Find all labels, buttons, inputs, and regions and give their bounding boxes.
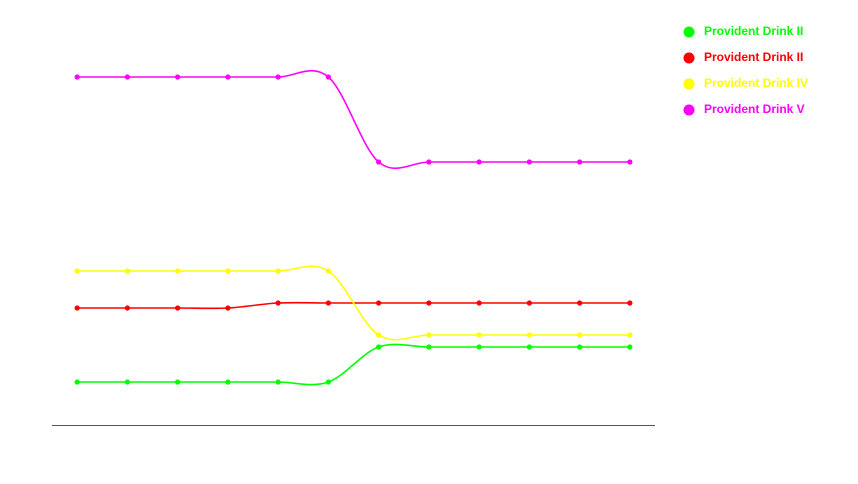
data-point	[426, 332, 432, 338]
data-point	[577, 159, 583, 165]
legend-label: Provident Drink IV	[704, 76, 808, 90]
data-point	[526, 344, 532, 350]
data-point	[476, 159, 482, 165]
data-point	[74, 379, 80, 385]
data-point	[124, 305, 130, 311]
data-point	[225, 74, 231, 80]
data-point	[577, 344, 583, 350]
data-point	[627, 344, 633, 350]
data-point	[376, 159, 382, 165]
data-point	[225, 305, 231, 311]
data-point	[325, 300, 331, 306]
data-point	[577, 332, 583, 338]
data-point	[577, 300, 583, 306]
data-point	[124, 379, 130, 385]
data-point	[476, 344, 482, 350]
data-point	[225, 268, 231, 274]
data-point	[476, 332, 482, 338]
legend-label: Provident Drink V	[704, 102, 805, 116]
legend-marker	[683, 104, 695, 116]
data-point	[376, 300, 382, 306]
data-point	[175, 379, 181, 385]
data-point	[325, 379, 331, 385]
data-point	[627, 300, 633, 306]
data-point	[74, 268, 80, 274]
data-point	[627, 332, 633, 338]
data-point	[175, 305, 181, 311]
data-point	[426, 300, 432, 306]
legend-marker	[683, 26, 695, 38]
data-point	[376, 332, 382, 338]
legend-marker	[683, 52, 695, 64]
data-point	[225, 379, 231, 385]
data-point	[74, 305, 80, 311]
data-point	[275, 268, 281, 274]
data-point	[275, 379, 281, 385]
data-point	[124, 74, 130, 80]
data-point	[426, 159, 432, 165]
data-point	[325, 268, 331, 274]
data-point	[376, 344, 382, 350]
data-point	[426, 344, 432, 350]
series-line	[77, 343, 630, 386]
data-point	[325, 74, 331, 80]
data-point	[175, 74, 181, 80]
data-point	[476, 300, 482, 306]
data-point	[275, 300, 281, 306]
legend-marker	[683, 78, 695, 90]
legend-label: Provident Drink II	[704, 50, 803, 64]
data-point	[275, 74, 281, 80]
data-point	[526, 159, 532, 165]
data-point	[526, 300, 532, 306]
data-point	[74, 74, 80, 80]
data-point	[526, 332, 532, 338]
data-point	[627, 159, 633, 165]
data-point	[124, 268, 130, 274]
data-point	[175, 268, 181, 274]
legend-label: Provident Drink II	[704, 24, 803, 38]
series-line	[77, 69, 630, 170]
